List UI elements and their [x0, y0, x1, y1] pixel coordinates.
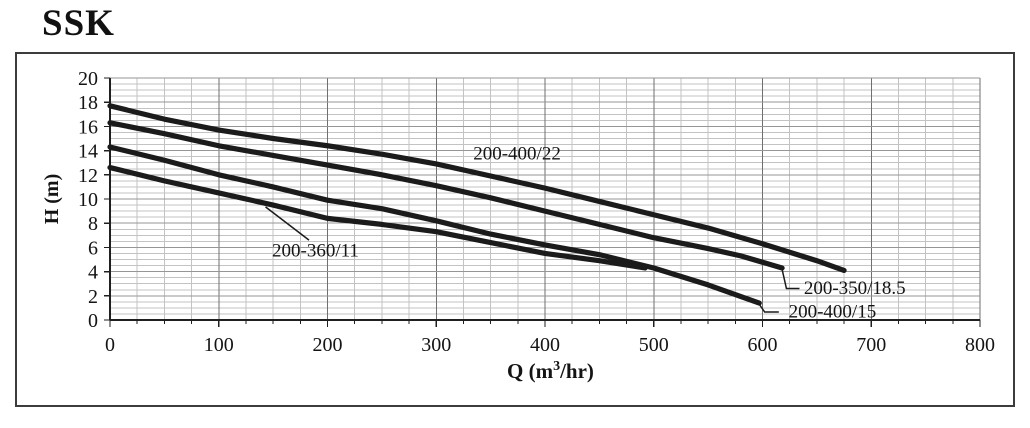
y-tick-label: 12	[78, 165, 98, 187]
curve-200-400/22	[107, 103, 847, 273]
curve-label-200-400/22: 200-400/22	[473, 144, 561, 165]
x-tick-label: 400	[530, 334, 560, 356]
y-tick-label: 0	[88, 310, 98, 332]
y-tick-label: 16	[78, 116, 98, 138]
axes	[104, 77, 981, 327]
curve-200-360/11	[107, 164, 648, 271]
annotations: 200-400/22 200-360/11 200-350/18.5 200-400/…	[265, 144, 906, 323]
x-tick-label: 0	[105, 334, 115, 356]
y-tick-label: 20	[78, 68, 98, 90]
curve-200-400/15	[107, 144, 762, 306]
x-tick-label: 700	[856, 334, 886, 356]
y-tick-label: 6	[88, 237, 98, 259]
x-tick-label: 800	[965, 334, 995, 356]
y-tick-label: 10	[78, 189, 98, 211]
curve-label-200-400/15: 200-400/15	[789, 302, 877, 323]
curves	[107, 103, 847, 306]
leader-200-400/15	[758, 303, 779, 313]
x-tick-label: 200	[313, 334, 343, 356]
curve-200-350/18.5	[107, 120, 785, 271]
chart-title: SSK	[42, 3, 115, 44]
x-tick-label: 300	[421, 334, 451, 356]
y-tick-label: 2	[88, 286, 98, 308]
curve-label-200-360/11: 200-360/11	[272, 241, 359, 262]
y-tick-label: 14	[78, 141, 98, 163]
x-tick-label: 500	[639, 334, 669, 356]
curve-label-200-350/18.5: 200-350/18.5	[804, 278, 906, 299]
leader-200-350/18.5	[781, 269, 800, 290]
y-tick-label: 8	[88, 213, 98, 235]
x-tick-label: 600	[748, 334, 778, 356]
chart-frame	[15, 52, 1015, 407]
x-tick-label: 100	[204, 334, 234, 356]
x-axis-title: Q (m3/hr)	[507, 359, 594, 383]
y-tick-label: 18	[78, 92, 98, 114]
leader-200-360/11	[265, 206, 310, 241]
y-axis-title: H (m)	[41, 174, 63, 225]
y-tick-label: 4	[88, 262, 98, 284]
